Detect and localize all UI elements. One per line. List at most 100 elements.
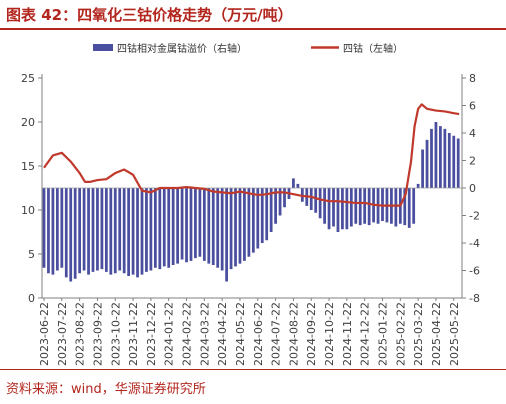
- source-divider: [0, 369, 506, 370]
- premium-bar: [292, 178, 295, 189]
- premium-bar: [220, 188, 224, 271]
- premium-bar: [216, 188, 220, 268]
- premium-bar: [407, 188, 411, 228]
- x-axis-tick-label: 2023-07-22: [56, 302, 69, 366]
- premium-bar: [87, 188, 90, 275]
- premium-bar: [176, 188, 179, 264]
- x-axis-tick-label: 2023-06-22: [38, 302, 51, 366]
- premium-bar-series: [42, 122, 460, 282]
- premium-bar: [349, 188, 353, 227]
- right-axis-tick-label: 6: [469, 100, 476, 113]
- premium-bar: [194, 188, 197, 259]
- premium-bar: [247, 188, 251, 257]
- premium-bar: [122, 188, 126, 274]
- tricobalt-price-line: [43, 103, 460, 207]
- premium-bar: [354, 188, 358, 224]
- premium-bar: [60, 188, 64, 268]
- x-axis-tick-label: 2023-12-22: [145, 302, 158, 366]
- premium-bar: [403, 188, 407, 226]
- premium-bar: [452, 135, 456, 188]
- premium-bar: [412, 188, 416, 224]
- premium-bar: [82, 188, 86, 271]
- tricobalt-price-line-series: [43, 103, 460, 207]
- premium-bar: [296, 183, 300, 189]
- right-axis-tick-label: -8: [469, 292, 480, 305]
- premium-bar: [434, 122, 438, 188]
- x-axis-tick-label: 2024-06-22: [252, 302, 265, 366]
- right-axis-tick-label: 2: [469, 155, 476, 168]
- premium-bar: [314, 188, 318, 213]
- premium-bar: [367, 188, 371, 226]
- premium-bar: [234, 188, 237, 267]
- right-axis-tick-label: -2: [469, 210, 480, 223]
- x-axis-tick-label: 2024-12-22: [359, 302, 372, 366]
- x-axis-tick-label: 2025-02-22: [394, 302, 407, 366]
- premium-bar: [332, 188, 335, 227]
- premium-bar: [171, 188, 175, 265]
- premium-bar: [185, 188, 188, 263]
- left-axis-tick-label: 0: [28, 292, 35, 305]
- premium-bar: [145, 188, 148, 272]
- x-axis-tick-label: 2024-11-22: [341, 302, 354, 366]
- premium-bar: [447, 133, 451, 188]
- premium-bar: [323, 188, 326, 224]
- premium-bar: [309, 188, 313, 210]
- premium-bar: [260, 188, 264, 243]
- premium-bar: [363, 188, 367, 224]
- premium-bar: [136, 188, 139, 278]
- legend: 四钴相对金属钴溢价（右轴） 四钴（左轴）: [93, 42, 403, 55]
- premium-bar: [345, 188, 349, 230]
- chart-svg: 四钴相对金属钴溢价（右轴） 四钴（左轴） 0510152025-8-6-4-20…: [21, 42, 480, 366]
- premium-bar: [443, 128, 447, 189]
- premium-bar: [51, 188, 55, 275]
- premium-bar: [425, 139, 429, 189]
- premium-bar: [269, 188, 273, 232]
- premium-bar: [100, 188, 104, 270]
- x-axis-tick-label: 2023-10-22: [109, 302, 122, 366]
- left-axis-tick-label: 10: [21, 204, 35, 217]
- premium-bar: [225, 188, 228, 282]
- premium-bar: [64, 188, 68, 278]
- premium-bar: [394, 188, 398, 227]
- title-divider: [0, 28, 506, 30]
- x-axis-tick-label: 2024-04-22: [216, 302, 229, 366]
- premium-bar: [198, 188, 202, 257]
- premium-bar: [42, 188, 46, 268]
- premium-bar: [113, 188, 117, 274]
- premium-bar: [73, 188, 77, 279]
- x-axis-tick-label: 2025-04-22: [430, 302, 443, 366]
- premium-bar: [47, 188, 50, 274]
- premium-bar: [358, 188, 362, 226]
- premium-bar: [251, 188, 255, 253]
- premium-bar: [91, 188, 95, 272]
- x-axis-tick-label: 2024-08-22: [287, 302, 300, 366]
- left-axis-tick-label: 5: [28, 248, 35, 261]
- premium-bar: [118, 188, 122, 271]
- premium-bar: [104, 188, 108, 272]
- x-axis-tick-label: 2025-05-22: [448, 302, 461, 366]
- premium-bar: [189, 188, 193, 261]
- x-axis-tick-label: 2025-03-22: [412, 302, 425, 366]
- x-axis-tick-label: 2024-03-22: [198, 302, 211, 366]
- x-axis-tick-label: 2024-01-22: [163, 302, 176, 366]
- premium-bar: [149, 188, 153, 271]
- right-axis-tick-label: 0: [469, 182, 476, 195]
- premium-bar: [55, 188, 59, 271]
- x-axis-tick-label: 2024-07-22: [270, 302, 283, 366]
- x-axis-tick-label: 2024-10-22: [323, 302, 336, 366]
- premium-bar: [140, 188, 144, 275]
- premium-bar: [131, 188, 135, 275]
- premium-bar: [69, 188, 73, 282]
- premium-bar: [416, 183, 420, 189]
- left-axis-tick-label: 20: [21, 116, 35, 129]
- x-axis-tick-label: 2024-09-22: [305, 302, 318, 366]
- premium-bar: [265, 188, 269, 241]
- x-axis-tick-label: 2025-01-22: [377, 302, 390, 366]
- premium-bar: [430, 128, 433, 189]
- left-axis-tick-label: 15: [21, 160, 35, 173]
- premium-bar: [421, 149, 424, 188]
- legend-bar-label: 四钴相对金属钴溢价（右轴）: [117, 42, 247, 55]
- premium-bar: [256, 188, 260, 249]
- premium-bar: [243, 188, 246, 261]
- premium-bar: [96, 188, 99, 271]
